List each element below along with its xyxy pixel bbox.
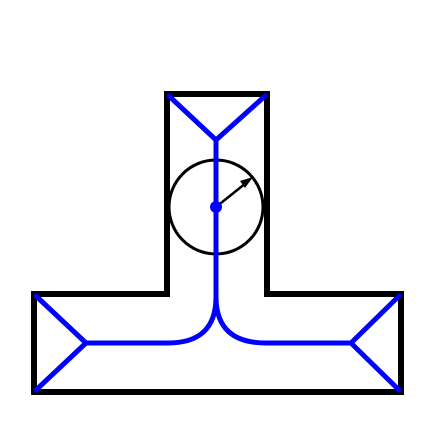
skeleton-left-lower-branch xyxy=(33,340,89,393)
skeleton-right-curve xyxy=(213,294,269,346)
skeleton-right-lower-branch xyxy=(348,340,402,393)
medial-axis-skeleton xyxy=(33,93,402,393)
skeleton-left-upper-branch xyxy=(33,293,89,346)
circle-center-point xyxy=(210,201,222,213)
skeleton-top-right-branch xyxy=(213,93,268,143)
t-shape-outline xyxy=(31,91,404,395)
skeleton-left-curve xyxy=(165,294,219,346)
radius-arrow-head xyxy=(240,177,253,188)
skeleton-top-left-branch xyxy=(166,93,219,143)
radius-arrow-shaft xyxy=(215,182,247,208)
skeleton-right-upper-branch xyxy=(348,293,402,346)
